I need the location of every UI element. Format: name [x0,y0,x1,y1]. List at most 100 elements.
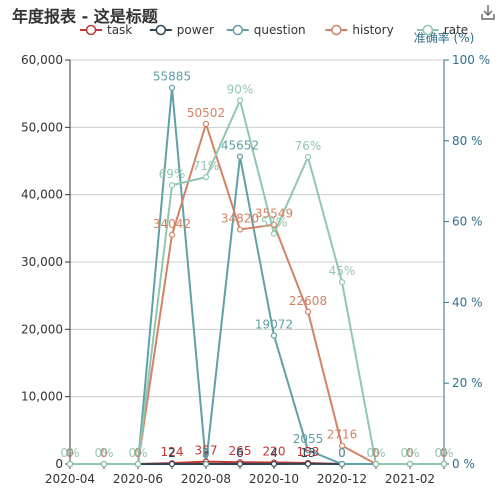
y-right-tick-label: 20 % [452,376,483,390]
data-label-rate: 0% [60,446,79,460]
y-right-tick-label: 100 % [452,53,490,67]
data-label-history: 22608 [289,294,327,308]
legend-marker [232,24,244,36]
download-icon[interactable] [478,2,498,22]
data-label-power: 0 [134,446,142,460]
data-point-rate [100,460,108,468]
data-label-task: 0 [66,446,74,460]
x-tick-label: 2021-02 [385,472,435,486]
data-point-power [236,460,244,468]
series-line-history [70,122,444,465]
data-label-history: 0 [134,446,142,460]
data-point-power [168,460,176,468]
data-label-power: 2 [168,446,176,460]
data-point-rate [440,460,448,468]
data-label-question: 55885 [153,70,191,84]
data-label-task: 265 [229,444,252,458]
legend-label: task [107,23,132,37]
data-point-power [304,460,312,468]
data-label-power: 0 [406,446,414,460]
y-right-tick-label: 60 % [452,215,483,229]
y-left-tick-label: 0 [55,457,63,471]
data-label-history: 0 [406,446,414,460]
data-label-history: 0 [372,446,380,460]
data-label-history: 0 [100,446,108,460]
data-point-history [168,231,176,238]
data-label-question: 0 [440,446,448,460]
data-label-task: 124 [161,445,184,459]
legend-item-history[interactable]: history [325,23,394,37]
data-label-power: 0 [372,446,380,460]
data-point-history [236,226,244,233]
data-label-rate: 71% [193,159,220,173]
data-label-task: 357 [195,444,218,458]
data-label-history: 35549 [255,207,293,221]
data-label-history: 0 [66,446,74,460]
legend-marker [422,24,434,36]
data-label-power: 6 [236,446,244,460]
data-label-rate: 0% [400,446,419,460]
data-label-rate: 57% [261,216,288,230]
data-label-rate: 45% [329,264,356,278]
legend-label: rate [444,23,468,37]
data-label-power: 0 [338,446,346,460]
data-point-history [338,442,346,449]
legend-marker [331,24,342,36]
data-point-question [202,460,210,468]
data-point-question [338,460,346,468]
data-label-power: 13 [300,446,315,460]
data-label-history: 50502 [187,106,225,120]
x-tick-label: 2020-10 [249,472,299,486]
data-label-task: 0 [372,446,380,460]
data-point-rate [134,460,142,468]
legend: task power question history rate [80,23,468,37]
y-left-tick-label: 30,000 [21,255,63,269]
legend-item-question[interactable]: question [226,23,306,37]
data-label-task: 153 [297,445,320,459]
y-left-tick-label: 20,000 [21,322,63,336]
legend-marker [155,24,167,36]
y-left-tick-label: 60,000 [21,53,63,67]
y-right-tick-label: 0 % [452,457,475,471]
legend-label: power [177,23,214,37]
data-label-question: 45652 [221,139,259,153]
data-point-question [168,84,176,91]
data-point-rate [202,174,210,181]
data-labels: 0 0 0 124 357 265 220 153 0 0 0 00 0 0 2 3 6 4 13 0 0 0 00 0 055… [60,70,453,460]
y-left-tick-label: 10,000 [21,390,63,404]
data-point-rate [236,97,244,104]
data-point-rate [66,460,74,468]
x-tick-label: 2020-04 [45,472,95,486]
data-label-task: 220 [263,445,286,459]
y-left-tick-label: 50,000 [21,120,63,134]
data-point-rate [168,182,176,189]
data-label-history: 34042 [153,217,191,231]
data-label-history: 0 [440,446,448,460]
data-point-question [270,332,278,339]
data-point-rate [406,460,414,468]
x-tick-label: 2020-12 [317,472,367,486]
x-tick-label: 2020-08 [181,472,231,486]
data-label-power: 3 [202,446,210,460]
data-label-rate: 0% [94,446,113,460]
legend-item-power[interactable]: power [149,23,214,37]
data-point-history [304,308,312,315]
legend-item-rate[interactable]: rate [416,23,468,37]
data-label-task: 0 [406,446,414,460]
data-label-question: 2055 [293,432,324,446]
data-point-history [270,221,278,228]
data-label-history: 34820 [221,212,259,226]
data-label-rate: 76% [295,139,322,153]
data-point-rate [304,153,312,161]
legend-marker [85,24,97,36]
data-point-rate [338,279,346,286]
data-label-question: 19072 [255,318,293,332]
axes: 0 10,000 20,000 30,000 40,000 50,000 60,000 0 %… [21,30,490,486]
data-label-rate: 0% [366,446,385,460]
data-point-rate [372,460,380,468]
data-label-power: 0 [66,446,74,460]
legend-item-task[interactable]: task [80,23,132,37]
series-lines [66,84,448,468]
data-label-question: 0 [406,446,414,460]
